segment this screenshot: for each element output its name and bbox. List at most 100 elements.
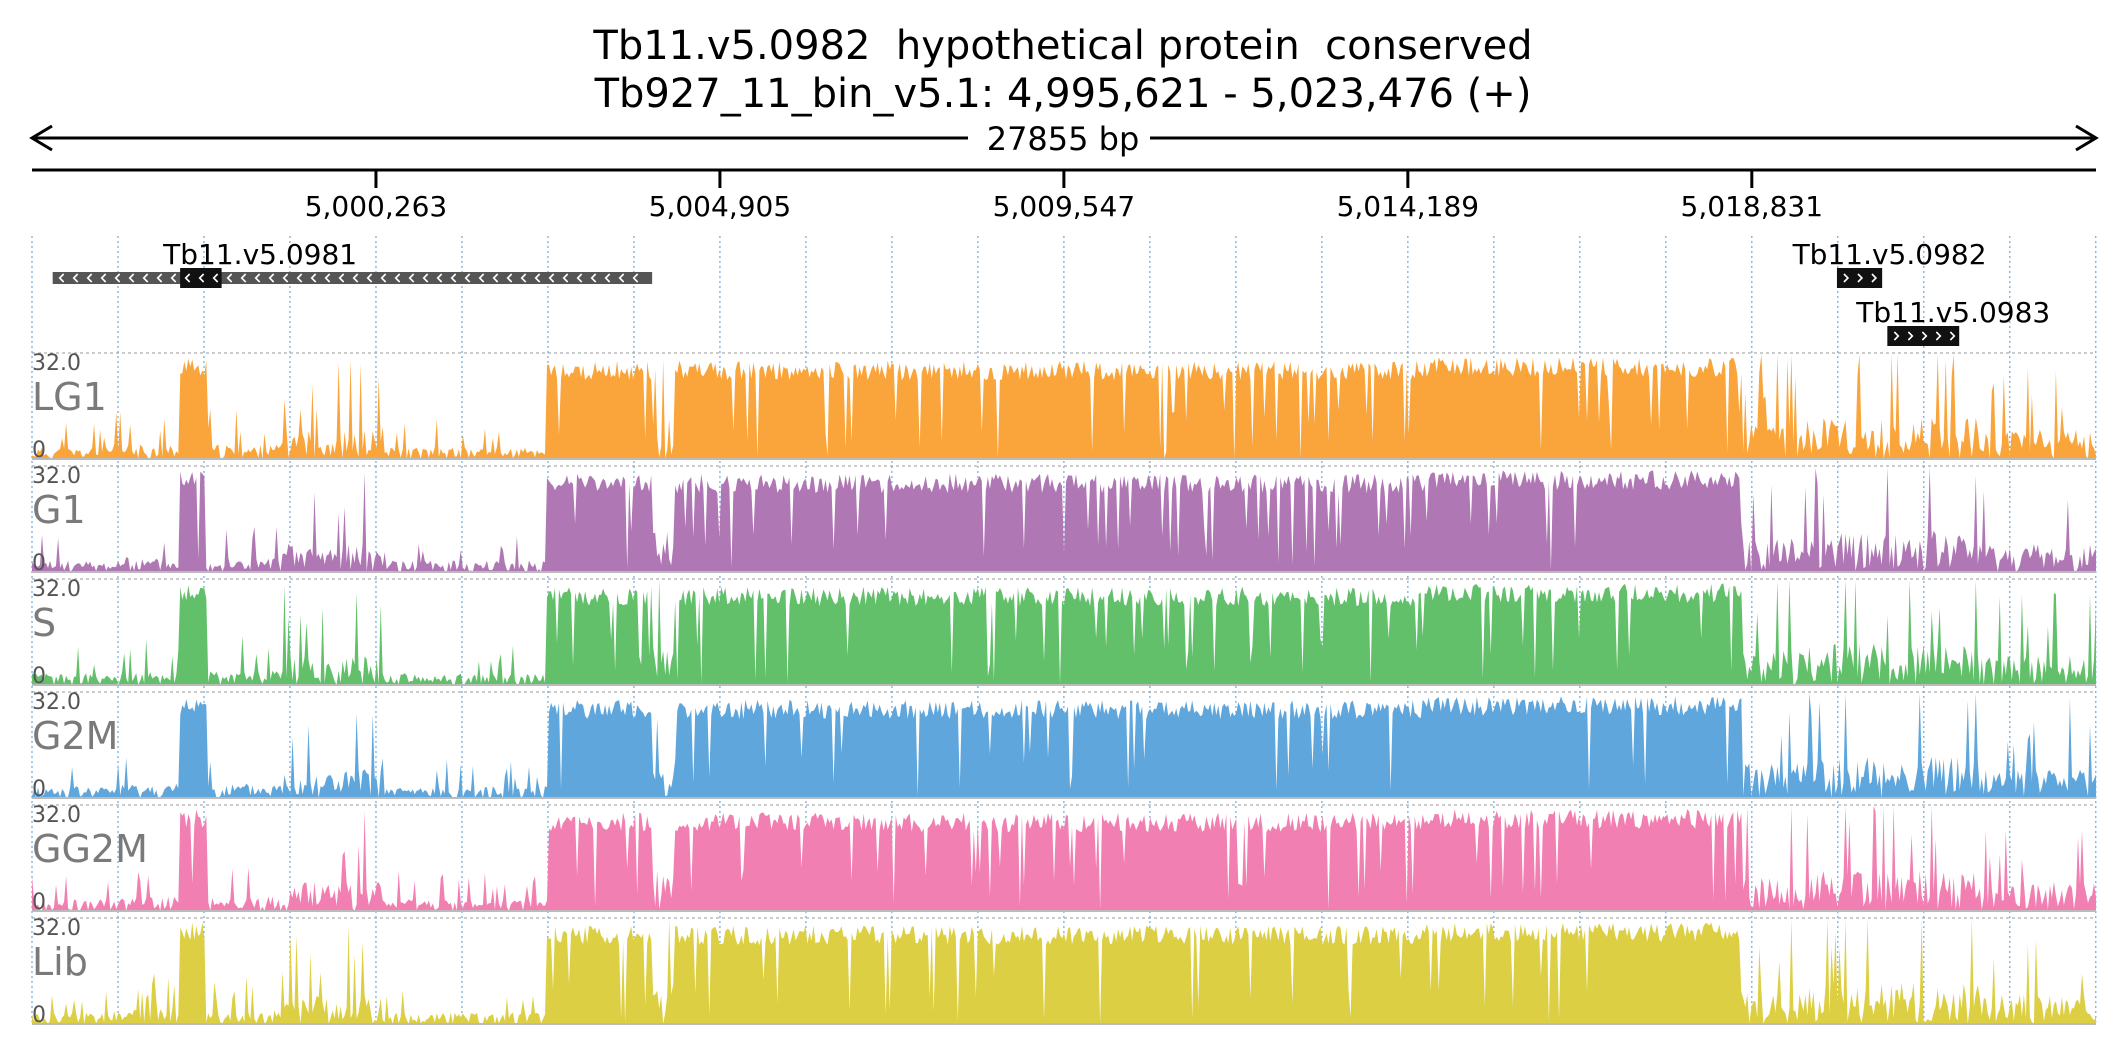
strand-chevron-icon [590,273,597,283]
track-max-label: 32.0 [32,916,81,941]
arrow-right-icon [2075,124,2099,152]
track-max-label: 32.0 [32,464,81,489]
strand-chevron-icon [478,273,485,283]
strand-chevron-icon [632,273,639,283]
strand-chevron-icon [422,273,429,283]
ruler-tick-label: 5,018,831 [1681,190,1824,223]
coverage-track-gg2m: 32.0 0 GG2M [32,803,2096,915]
strand-chevron-icon [1935,331,1942,341]
coverage-area [32,806,2096,911]
coverage-track-s: 32.0 0 S [32,577,2096,689]
strand-chevron-icon [352,273,359,283]
strand-chevron-icon [268,273,275,283]
strand-chevron-icon [296,273,303,283]
strand-chevron-icon [240,273,247,283]
strand-chevron-icon [520,273,527,283]
strand-chevron-icon [1893,331,1900,341]
track-max-label: 32.0 [32,803,81,828]
track-name-label: G1 [32,488,86,532]
strand-chevron-icon [324,273,331,283]
strand-chevron-icon [1907,331,1914,341]
strand-chevron-icon [254,273,261,283]
title-location: Tb927_11_bin_v5.1: 4,995,621 - 5,023,476… [594,71,1532,117]
strand-chevron-icon [1949,331,1956,341]
gene-cds [1887,326,1960,346]
track-min-label: 0 [32,777,46,802]
ruler-tick-label: 5,000,263 [305,190,448,223]
gene-track: Tb11.v5.0981 Tb11.v5.0982 Tb11.v5.0983 [52,238,2050,346]
coverage-area [32,693,2096,798]
span-label: 27855 bp [987,120,1140,158]
track-max-label: 32.0 [32,690,81,715]
strand-chevron-icon [142,273,149,283]
strand-chevron-icon [436,273,443,283]
strand-chevron-icon [1843,273,1850,283]
gene-feature: Tb11.v5.0982 [1792,238,1987,288]
strand-chevron-icon [492,273,499,283]
strand-chevron-icon [618,273,625,283]
track-name-label: S [32,601,56,645]
track-name-label: LG1 [32,375,107,419]
strand-chevron-icon [548,273,555,283]
strand-chevron-icon [128,273,135,283]
coverage-area [32,354,2096,459]
coverage-area [32,467,2096,572]
strand-chevron-icon [282,273,289,283]
strand-chevron-icon [72,273,79,283]
track-name-label: G2M [32,714,118,758]
strand-chevron-icon [1871,273,1878,283]
span-indicator: 27855 bp [29,120,2099,158]
strand-chevron-icon [394,273,401,283]
track-min-label: 0 [32,1003,46,1028]
strand-chevron-icon [576,273,583,283]
strand-chevron-icon [310,273,317,283]
strand-chevron-icon [506,273,513,283]
track-min-label: 0 [32,664,46,689]
track-min-label: 0 [32,551,46,576]
strand-chevron-icon [100,273,107,283]
strand-chevron-icon [534,273,541,283]
strand-chevron-icon [198,273,205,283]
coordinate-ruler: 5,000,263 5,004,905 5,009,547 5,014,189 5,01… [32,168,2096,223]
track-min-label: 0 [32,890,46,915]
coverage-area [32,919,2096,1024]
ruler-tick-label: 5,009,547 [993,190,1136,223]
strand-chevron-icon [170,273,177,283]
gene-feature: Tb11.v5.0983 [1855,296,2050,346]
strand-chevron-icon [464,273,471,283]
ruler-tick-label: 5,004,905 [649,190,792,223]
arrow-left-icon [29,124,53,152]
track-max-label: 32.0 [32,351,81,376]
strand-chevron-icon [212,273,219,283]
strand-chevron-icon [338,273,345,283]
track-min-label: 0 [32,438,46,463]
gene-label: Tb11.v5.0983 [1855,296,2050,329]
strand-chevron-icon [156,273,163,283]
strand-chevron-icon [114,273,121,283]
gene-cds [180,268,222,288]
strand-chevron-icon [1921,331,1928,341]
coverage-track-lib: 32.0 0 Lib [32,916,2096,1028]
strand-chevron-icon [226,273,233,283]
gene-label: Tb11.v5.0981 [162,238,357,271]
coverage-tracks: 32.00LG132.00G132.00S32.00G2M32.00GG2M32… [32,351,2096,1028]
gene-label: Tb11.v5.0982 [1792,238,1987,271]
strand-chevron-icon [184,273,191,283]
title-gene: Tb11.v5.0982 hypothetical protein conser… [593,23,1533,69]
strand-chevron-icon [450,273,457,283]
track-name-label: GG2M [32,827,148,871]
strand-chevron-icon [86,273,93,283]
gene-cds [1836,268,1883,288]
coverage-track-lg1: 32.0 0 LG1 [32,351,2096,463]
coverage-area [32,580,2096,685]
ruler-tick-label: 5,014,189 [1337,190,1480,223]
strand-chevron-icon [1857,273,1864,283]
strand-chevron-icon [380,273,387,283]
strand-chevron-icon [604,273,611,283]
strand-chevron-icon [562,273,569,283]
track-max-label: 32.0 [32,577,81,602]
strand-chevron-icon [408,273,415,283]
track-name-label: Lib [32,940,88,984]
gene-feature: Tb11.v5.0981 [52,238,653,288]
